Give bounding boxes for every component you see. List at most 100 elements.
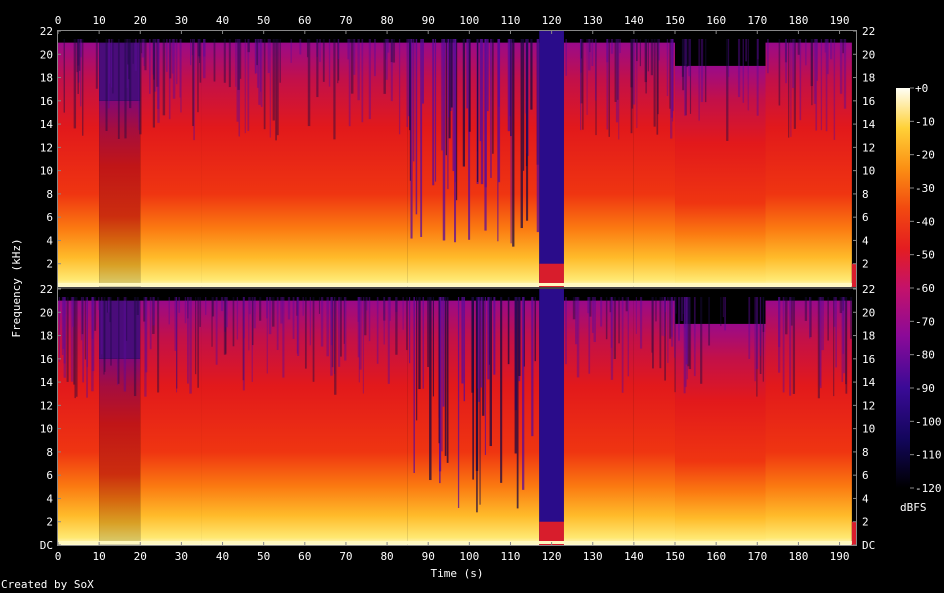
texture-streak	[486, 39, 489, 112]
texture-streak	[839, 39, 843, 94]
texture-streak	[586, 39, 588, 115]
texture-streak	[145, 297, 148, 373]
texture-streak	[348, 39, 351, 127]
texture-streak	[149, 297, 152, 350]
texture-streak	[197, 39, 199, 113]
texture-streak	[211, 297, 213, 347]
texture-streak	[80, 39, 82, 107]
texture-streak	[630, 39, 633, 88]
x-tick-label-top: 90	[422, 14, 435, 27]
texture-streak	[385, 39, 388, 80]
texture-streak	[416, 297, 418, 421]
texture-streak	[292, 297, 295, 339]
texture-streak	[110, 39, 113, 88]
texture-streak	[136, 297, 139, 316]
texture-streak	[108, 297, 111, 313]
texture-streak	[232, 297, 235, 347]
x-tick-label-bottom: 80	[380, 550, 393, 563]
y-tick-label-left: 4	[46, 492, 53, 505]
texture-streak	[63, 297, 67, 378]
texture-streak	[726, 39, 729, 141]
x-tick-label-bottom: 170	[747, 550, 767, 563]
x-tick-label-bottom: 0	[55, 550, 62, 563]
colorbar-tick-label: -110	[915, 449, 942, 462]
texture-streak	[260, 39, 263, 107]
texture-streak	[514, 297, 517, 454]
texture-streak	[322, 39, 325, 82]
texture-streak	[825, 39, 828, 132]
texture-streak	[225, 297, 228, 328]
texture-streak	[330, 297, 333, 376]
texture-streak	[591, 297, 594, 333]
texture-streak	[390, 39, 393, 102]
texture-streak	[618, 297, 620, 344]
texture-streak	[373, 39, 376, 77]
y-tick-label-right: 16	[862, 353, 875, 366]
texture-streak	[409, 39, 411, 131]
texture-streak	[418, 297, 421, 390]
x-tick-label-top: 50	[257, 14, 270, 27]
texture-streak	[683, 297, 686, 328]
texture-streak	[522, 297, 525, 490]
texture-streak	[153, 39, 155, 80]
texture-streak	[58, 297, 61, 362]
texture-streak	[617, 39, 619, 100]
texture-streak	[203, 39, 206, 57]
texture-streak	[228, 39, 231, 88]
colorbar-tick-label: -20	[915, 149, 935, 162]
texture-streak	[86, 297, 88, 368]
texture-streak	[395, 297, 398, 312]
texture-streak	[685, 297, 687, 365]
texture-streak	[306, 39, 309, 58]
texture-streak	[254, 39, 256, 74]
texture-streak	[70, 297, 74, 382]
texture-streak	[609, 297, 612, 313]
texture-streak	[104, 297, 106, 372]
texture-streak	[782, 297, 785, 393]
texture-streak	[610, 297, 614, 380]
texture-streak	[350, 39, 354, 94]
texture-streak	[681, 39, 684, 77]
texture-streak	[720, 297, 722, 327]
texture-streak	[361, 39, 364, 123]
texture-streak	[333, 39, 336, 140]
texture-streak	[452, 39, 455, 172]
texture-streak	[674, 297, 676, 393]
y-tick-label-left: 22	[40, 283, 53, 296]
x-tick-label-top: 170	[747, 14, 767, 27]
texture-streak	[762, 297, 765, 332]
x-tick-label-bottom: 160	[706, 550, 726, 563]
texture-streak	[337, 39, 339, 84]
segment-low-band	[851, 521, 856, 545]
texture-streak	[171, 39, 174, 74]
texture-streak	[82, 297, 85, 383]
texture-streak	[670, 297, 673, 337]
x-tick-label-top: 10	[93, 14, 106, 27]
texture-streak	[235, 39, 237, 87]
texture-streak	[299, 39, 302, 55]
texture-streak	[621, 297, 624, 393]
texture-streak	[304, 297, 307, 369]
texture-streak	[576, 297, 580, 378]
texture-streak	[187, 297, 189, 319]
texture-streak	[728, 39, 730, 77]
x-tick-label-top: 160	[706, 14, 726, 27]
texture-streak	[297, 297, 300, 356]
segment-low-band	[851, 263, 856, 287]
texture-streak	[754, 297, 756, 382]
texture-streak	[395, 297, 398, 355]
texture-streak	[737, 39, 741, 98]
segment-low-band	[539, 521, 564, 545]
texture-streak	[169, 39, 172, 79]
texture-streak	[487, 297, 490, 380]
texture-streak	[830, 39, 833, 60]
texture-streak	[636, 39, 638, 129]
texture-streak	[389, 297, 391, 321]
y-tick-label-left: 10	[40, 423, 53, 436]
texture-streak	[682, 39, 685, 91]
x-tick-label-top: 150	[665, 14, 685, 27]
texture-streak	[816, 39, 818, 81]
texture-streak	[266, 297, 268, 374]
y-tick-label-left: 10	[40, 165, 53, 178]
